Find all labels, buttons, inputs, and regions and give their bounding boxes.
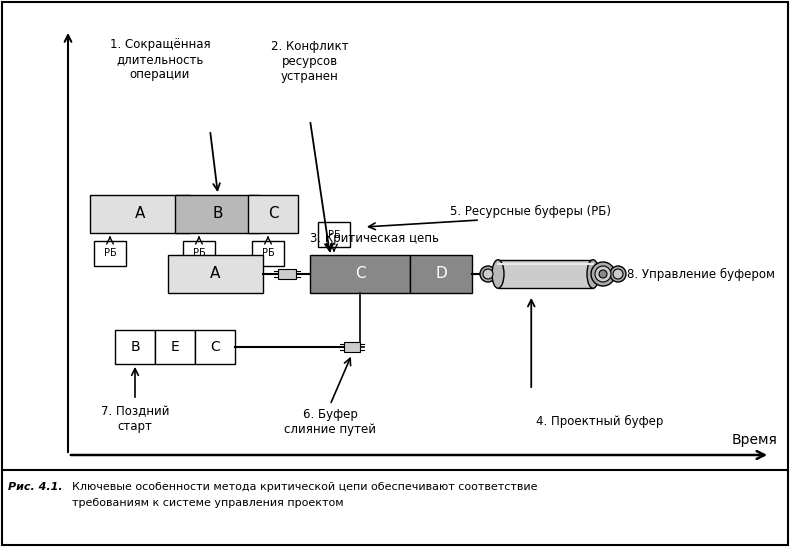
Bar [498,260,593,288]
Circle shape [483,269,493,279]
Text: 6. Буфер
слияние путей: 6. Буфер слияние путей [284,408,376,436]
Text: 7. Поздний
старт: 7. Поздний старт [101,405,169,433]
Bar [248,195,298,233]
Circle shape [591,262,615,286]
Text: 5. Ресурсные буферы (РБ): 5. Ресурсные буферы (РБ) [450,205,611,218]
Text: A: A [135,207,145,222]
Circle shape [613,269,623,279]
Text: РБ: РБ [261,248,274,259]
Bar [115,330,155,364]
Bar [277,269,295,279]
Circle shape [480,266,496,282]
Bar [344,342,360,352]
Text: 3. Критическая цепь: 3. Критическая цепь [310,232,439,245]
Text: Ключевые особенности метода критической цепи обеспечивают соответствие: Ключевые особенности метода критической … [72,482,537,492]
Text: C: C [268,207,278,222]
Bar [155,330,195,364]
Text: E: E [171,340,179,354]
Ellipse shape [587,260,599,288]
Text: B: B [213,207,223,222]
Text: 2. Конфликт
ресурсов
устранен: 2. Конфликт ресурсов устранен [271,40,349,83]
Bar [94,241,126,266]
Bar [175,195,260,233]
Text: Время: Время [732,433,778,447]
Circle shape [599,270,607,278]
Text: 4. Проектный буфер: 4. Проектный буфер [536,415,664,428]
Bar [90,195,190,233]
Bar [252,241,284,266]
Bar [183,241,215,266]
Bar [168,255,263,293]
Bar [310,255,410,293]
Bar [318,222,350,247]
Bar [410,255,472,293]
Text: 8. Управление буфером: 8. Управление буфером [627,267,775,281]
Text: 1. Сокращённая
длительность
операции: 1. Сокращённая длительность операции [110,38,210,81]
Circle shape [610,266,626,282]
Ellipse shape [492,260,504,288]
Text: C: C [210,340,220,354]
Circle shape [595,266,611,282]
Text: Рис. 4.1.: Рис. 4.1. [8,482,62,492]
Text: B: B [130,340,140,354]
Bar [195,330,235,364]
Text: A: A [210,266,220,282]
Text: C: C [355,266,365,282]
Text: РБ: РБ [103,248,116,259]
Text: РБ: РБ [328,230,340,240]
Text: требованиям к системе управления проектом: требованиям к системе управления проекто… [72,498,344,508]
Text: РБ: РБ [193,248,205,259]
Text: D: D [435,266,447,282]
